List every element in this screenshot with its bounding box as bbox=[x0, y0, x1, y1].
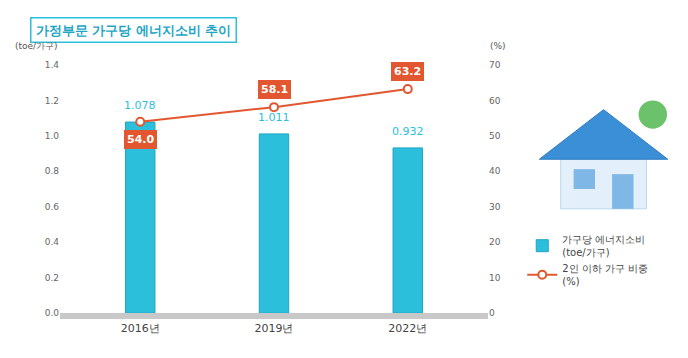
svg-text:2022년: 2022년 bbox=[388, 322, 427, 335]
svg-text:0.2: 0.2 bbox=[45, 273, 59, 283]
svg-text:70: 70 bbox=[489, 60, 501, 70]
svg-text:50: 50 bbox=[489, 131, 501, 141]
svg-text:2016년: 2016년 bbox=[121, 322, 160, 335]
svg-text:20: 20 bbox=[489, 237, 501, 247]
svg-text:1.4: 1.4 bbox=[45, 60, 60, 70]
svg-text:가구당 에너지소비(toe/가구): 가구당 에너지소비(toe/가구) bbox=[562, 234, 645, 258]
svg-text:40: 40 bbox=[489, 166, 501, 176]
svg-text:(%): (%) bbox=[490, 41, 506, 51]
svg-text:1.078: 1.078 bbox=[124, 99, 156, 112]
svg-text:1.011: 1.011 bbox=[258, 111, 290, 124]
svg-text:1.0: 1.0 bbox=[45, 131, 60, 141]
svg-text:가정부문 가구당 에너지소비 추이: 가정부문 가구당 에너지소비 추이 bbox=[36, 23, 232, 38]
svg-text:54.0: 54.0 bbox=[127, 133, 154, 146]
svg-text:30: 30 bbox=[489, 202, 501, 212]
svg-text:63.2: 63.2 bbox=[394, 65, 421, 78]
svg-text:2019년: 2019년 bbox=[255, 322, 294, 335]
svg-text:2인 이하 가구 비중(%): 2인 이하 가구 비중(%) bbox=[562, 263, 648, 287]
svg-text:0.4: 0.4 bbox=[45, 237, 60, 247]
svg-text:58.1: 58.1 bbox=[261, 83, 288, 96]
svg-text:10: 10 bbox=[489, 273, 501, 283]
svg-text:60: 60 bbox=[489, 96, 501, 106]
svg-text:1.2: 1.2 bbox=[45, 96, 59, 106]
svg-text:0.6: 0.6 bbox=[45, 202, 60, 212]
svg-text:0.0: 0.0 bbox=[45, 308, 60, 318]
svg-text:0.932: 0.932 bbox=[392, 125, 424, 138]
svg-text:(toe/가구): (toe/가구) bbox=[15, 41, 58, 51]
svg-text:0.8: 0.8 bbox=[45, 166, 60, 176]
svg-text:0: 0 bbox=[489, 308, 495, 318]
